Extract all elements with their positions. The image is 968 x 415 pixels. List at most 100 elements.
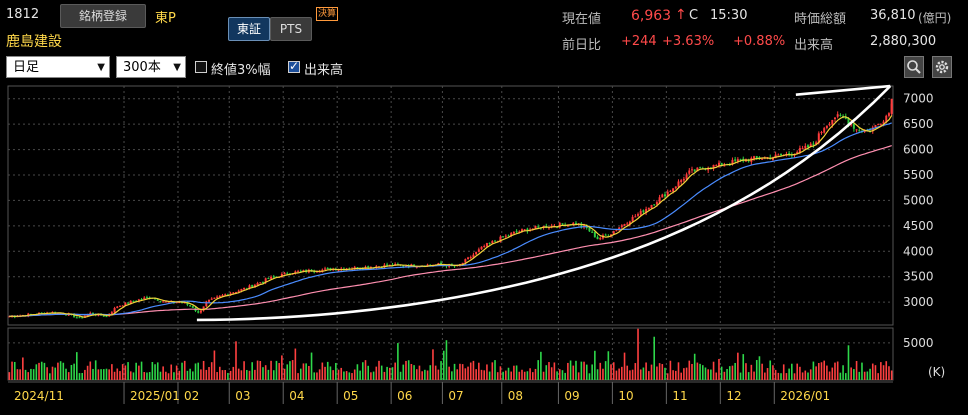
candle-body bbox=[299, 270, 302, 272]
date-label: 07 bbox=[448, 389, 463, 403]
volume-bar bbox=[245, 369, 248, 380]
period-select[interactable]: 日足 ▼ bbox=[6, 56, 110, 78]
candle-body bbox=[259, 282, 262, 284]
candle-body bbox=[696, 167, 699, 172]
volume-bar bbox=[229, 370, 232, 380]
volume-bar bbox=[523, 371, 526, 380]
volume-bar bbox=[173, 372, 175, 380]
candle-body bbox=[558, 222, 561, 228]
volume-bar bbox=[84, 369, 86, 380]
tab-pts[interactable]: PTS bbox=[270, 17, 312, 41]
volume-bar bbox=[205, 369, 208, 380]
volume-bar bbox=[456, 369, 459, 380]
volume-bar bbox=[761, 363, 763, 380]
price-tick-label: 5500 bbox=[903, 168, 934, 182]
volume-bar bbox=[81, 373, 83, 380]
volume-bar bbox=[11, 361, 13, 380]
volume-bar bbox=[178, 370, 181, 380]
candle-body bbox=[661, 194, 664, 198]
volume-bar bbox=[550, 367, 553, 380]
volume-bar bbox=[8, 372, 11, 380]
volume-bar bbox=[235, 341, 237, 380]
count-select[interactable]: 300本 ▼ bbox=[116, 56, 186, 78]
candle-body bbox=[812, 143, 815, 145]
volume-bar bbox=[313, 372, 316, 380]
candle-body bbox=[367, 266, 370, 269]
candle-body bbox=[337, 269, 340, 271]
candle-body bbox=[631, 216, 634, 222]
volume-bar bbox=[642, 367, 645, 380]
candle-body bbox=[261, 282, 264, 284]
volume-bar bbox=[623, 352, 626, 380]
volume-bar bbox=[194, 363, 197, 380]
volume-bar bbox=[701, 365, 704, 380]
candle-body bbox=[472, 254, 475, 258]
volume-bar bbox=[710, 369, 712, 380]
ma-short-line bbox=[9, 115, 893, 318]
volume-bar bbox=[202, 360, 205, 380]
earnings-badge[interactable]: 決算 bbox=[316, 7, 339, 21]
candle-body bbox=[637, 214, 640, 216]
volume-bar bbox=[688, 360, 691, 380]
volume-bar bbox=[121, 364, 124, 380]
volume-bar bbox=[796, 363, 799, 380]
candle-body bbox=[518, 231, 521, 233]
volume-bar bbox=[720, 366, 723, 380]
candle-body bbox=[801, 148, 804, 150]
volume-bar bbox=[540, 351, 542, 380]
candle-body bbox=[707, 168, 710, 171]
candle-body bbox=[234, 292, 237, 294]
volume-bar bbox=[515, 365, 518, 380]
volume-bar bbox=[364, 360, 367, 380]
candle-body bbox=[612, 231, 615, 235]
settings-button[interactable] bbox=[932, 56, 952, 78]
volume-bar bbox=[224, 370, 227, 380]
volume-checkbox[interactable] bbox=[288, 59, 300, 73]
volume-bar bbox=[221, 370, 224, 380]
volume-bar bbox=[308, 365, 310, 380]
volume-bar bbox=[807, 372, 809, 380]
volume-bar bbox=[426, 370, 429, 380]
date-label: 2025/01 bbox=[130, 389, 180, 403]
candle-body bbox=[464, 259, 467, 263]
volume-bar bbox=[113, 371, 116, 380]
volume-bar bbox=[507, 367, 510, 380]
change-value: +244 bbox=[621, 34, 657, 49]
volume-bar bbox=[677, 362, 680, 380]
volume-bar bbox=[672, 370, 674, 380]
candle-body bbox=[116, 306, 119, 309]
zoom-button[interactable] bbox=[904, 56, 924, 78]
close-3pct-checkbox[interactable] bbox=[195, 61, 207, 73]
volume-bar bbox=[181, 362, 183, 380]
register-stock-button[interactable]: 銘柄登録 bbox=[60, 4, 146, 28]
volume-bar bbox=[402, 364, 405, 380]
volume-bar bbox=[526, 371, 529, 380]
tab-tse[interactable]: 東証 bbox=[228, 17, 270, 41]
candle-body bbox=[561, 223, 564, 225]
volume-bar bbox=[62, 362, 65, 380]
candle-body bbox=[326, 267, 329, 269]
candle-body bbox=[831, 119, 834, 125]
volume-bar bbox=[801, 372, 804, 380]
volume-bar bbox=[537, 360, 539, 380]
volume-bar bbox=[105, 368, 108, 380]
price-tick-label: 4000 bbox=[903, 244, 934, 258]
volume-bar bbox=[707, 369, 709, 380]
candle-body bbox=[359, 268, 362, 270]
price-chart[interactable]: 3000 3500 4000 4500 5000 5500 6000 6500 7000 5000… bbox=[0, 80, 968, 415]
volume-bar bbox=[394, 362, 396, 380]
date-label: 12 bbox=[726, 389, 741, 403]
volume-bar bbox=[251, 362, 253, 380]
candle-body bbox=[734, 159, 737, 161]
volume-bar bbox=[753, 371, 755, 380]
volume-bar bbox=[815, 366, 817, 380]
volume-bar bbox=[545, 365, 548, 380]
volume-bar bbox=[335, 362, 337, 380]
candle-body bbox=[596, 236, 599, 240]
candle-body bbox=[248, 285, 251, 289]
volume-bar bbox=[556, 371, 558, 380]
volume-bar bbox=[693, 353, 696, 380]
volume-bar bbox=[658, 363, 661, 380]
volume-bar bbox=[407, 360, 410, 380]
volume-bar bbox=[648, 371, 650, 380]
